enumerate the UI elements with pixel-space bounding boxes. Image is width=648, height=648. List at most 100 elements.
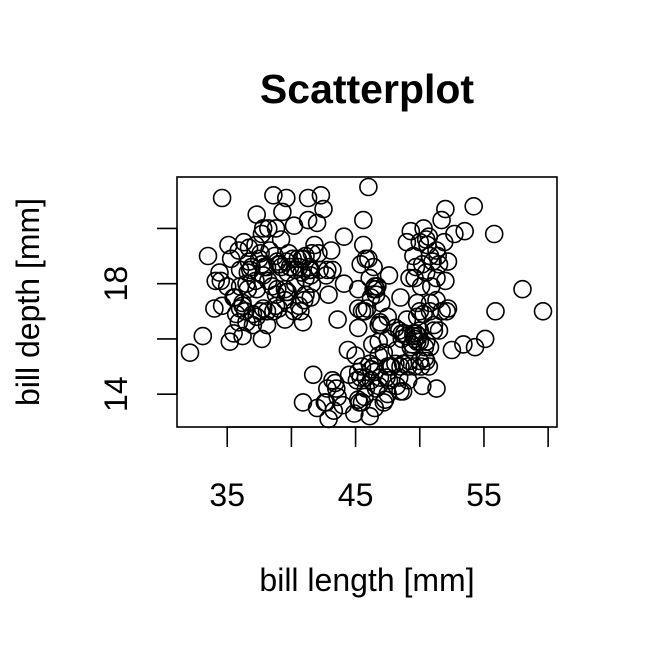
data-point bbox=[424, 321, 444, 340]
x-tick-label: 55 bbox=[466, 477, 502, 513]
data-point bbox=[302, 274, 322, 294]
data-point bbox=[438, 252, 458, 271]
data-point bbox=[369, 346, 389, 365]
y-tick-label: 14 bbox=[98, 376, 134, 412]
data-point bbox=[464, 197, 484, 216]
data-point bbox=[392, 324, 412, 343]
data-point bbox=[243, 315, 263, 335]
data-point bbox=[424, 315, 444, 335]
data-point bbox=[271, 230, 291, 249]
data-point bbox=[432, 210, 451, 230]
data-point bbox=[353, 235, 373, 255]
data-point bbox=[359, 249, 378, 269]
data-point bbox=[205, 299, 224, 318]
data-point bbox=[252, 329, 272, 349]
data-point bbox=[410, 332, 430, 352]
x-axis: 35 45 55 bbox=[209, 426, 549, 513]
data-point bbox=[427, 290, 446, 310]
data-point bbox=[391, 288, 410, 307]
data-point bbox=[243, 304, 263, 324]
data-point bbox=[219, 235, 238, 255]
data-point bbox=[234, 232, 254, 252]
data-point bbox=[257, 301, 277, 321]
data-point bbox=[361, 288, 381, 307]
data-point bbox=[455, 221, 475, 241]
x-tick-label: 45 bbox=[338, 477, 374, 513]
data-point bbox=[348, 318, 368, 338]
data-point bbox=[475, 329, 495, 349]
data-point bbox=[397, 310, 417, 329]
data-point bbox=[334, 227, 354, 246]
data-point bbox=[206, 271, 225, 291]
data-point bbox=[324, 401, 344, 421]
data-point bbox=[211, 271, 231, 291]
data-point bbox=[429, 321, 449, 340]
data-point bbox=[429, 254, 449, 274]
data-point bbox=[486, 301, 505, 321]
y-tick-label: 18 bbox=[98, 266, 134, 302]
chart-title: Scatterplot bbox=[260, 66, 474, 112]
data-point bbox=[427, 379, 446, 398]
data-point bbox=[348, 279, 368, 299]
data-point bbox=[301, 260, 321, 280]
data-point bbox=[353, 210, 373, 230]
data-point bbox=[419, 357, 439, 376]
data-point bbox=[301, 288, 321, 307]
data-point bbox=[379, 266, 399, 285]
data-point bbox=[352, 357, 372, 376]
data-point bbox=[310, 260, 329, 280]
data-point bbox=[264, 186, 283, 205]
data-point bbox=[411, 357, 431, 376]
data-point bbox=[401, 221, 421, 241]
data-point bbox=[410, 301, 430, 321]
data-point bbox=[374, 393, 394, 412]
data-point bbox=[319, 285, 338, 305]
data-point bbox=[328, 310, 347, 329]
data-point bbox=[180, 343, 200, 363]
data-point bbox=[533, 301, 553, 321]
data-point bbox=[411, 277, 431, 296]
data-point bbox=[253, 219, 273, 238]
data-point bbox=[436, 199, 455, 219]
data-point bbox=[235, 301, 255, 321]
data-point bbox=[224, 324, 243, 343]
data-point bbox=[291, 301, 310, 321]
data-point bbox=[284, 301, 304, 321]
data-point bbox=[420, 301, 440, 321]
data-point bbox=[212, 188, 232, 208]
data-point bbox=[359, 177, 378, 197]
data-point bbox=[293, 312, 313, 332]
data-point bbox=[305, 235, 324, 255]
data-point bbox=[484, 224, 504, 244]
data-point bbox=[406, 324, 426, 343]
data-point bbox=[412, 376, 432, 396]
data-point bbox=[253, 266, 273, 285]
data-point bbox=[220, 332, 240, 352]
data-point bbox=[323, 260, 342, 280]
data-point bbox=[321, 241, 341, 260]
data-point bbox=[427, 268, 446, 288]
data-point bbox=[298, 188, 318, 208]
x-axis-label: bill length [mm] bbox=[259, 562, 474, 598]
y-axis-label: bill depth [mm] bbox=[10, 198, 46, 406]
data-point bbox=[210, 263, 229, 282]
y-axis: 14 18 bbox=[98, 227, 178, 412]
data-point bbox=[387, 376, 407, 396]
data-point bbox=[366, 379, 386, 398]
data-point bbox=[391, 357, 410, 376]
data-point bbox=[258, 219, 278, 238]
data-point bbox=[301, 266, 321, 285]
data-point bbox=[198, 246, 218, 266]
data-point bbox=[266, 219, 286, 238]
data-point bbox=[454, 335, 473, 354]
data-point bbox=[273, 202, 292, 222]
data-point bbox=[436, 271, 455, 291]
data-point bbox=[298, 210, 318, 230]
data-point bbox=[389, 368, 409, 387]
data-point bbox=[276, 188, 296, 208]
data-point bbox=[326, 379, 346, 398]
data-point bbox=[311, 186, 331, 205]
data-point bbox=[393, 382, 413, 401]
data-point bbox=[323, 370, 342, 390]
